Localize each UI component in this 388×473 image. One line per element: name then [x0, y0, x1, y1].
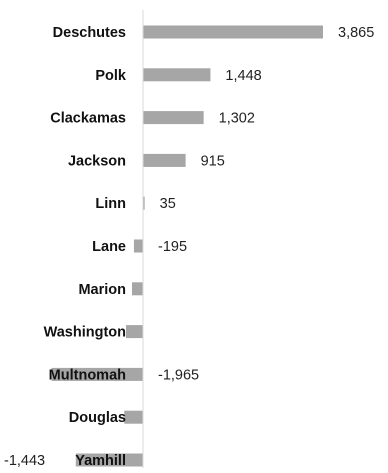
bar-washington — [126, 325, 143, 339]
bar-marion — [132, 282, 143, 296]
data-label: -1,443 — [4, 453, 45, 469]
bar-linn — [143, 196, 145, 210]
bar-douglas — [124, 410, 143, 424]
bar-deschutes — [143, 25, 323, 39]
category-label: Douglas — [69, 410, 126, 426]
bar-yamhill — [75, 453, 143, 467]
bar-jackson — [143, 153, 186, 167]
category-label: Clackamas — [50, 111, 126, 127]
data-label: -1,965 — [158, 367, 199, 383]
category-labels: Deschutes Polk Clackamas Jackson Linn Lane Mar… — [44, 25, 127, 469]
category-label: Marion — [78, 282, 126, 298]
data-label: 1,302 — [219, 111, 255, 127]
category-label: Jackson — [68, 153, 126, 169]
category-label: Linn — [95, 196, 126, 212]
bar-multnomah — [51, 367, 143, 381]
data-label: 3,865 — [338, 25, 374, 41]
data-label: -195 — [158, 239, 187, 255]
category-label: Polk — [95, 68, 127, 84]
data-labels: 3,865 1,448 1,302 915 35 -195 -1,965 -1,443 — [4, 25, 374, 469]
bar-lane — [133, 239, 143, 253]
bar-polk — [143, 68, 211, 82]
category-label: Yamhill — [75, 453, 126, 469]
category-label: Multnomah — [49, 367, 126, 383]
data-label: 1,448 — [225, 68, 261, 84]
bars — [51, 25, 323, 467]
category-label: Deschutes — [53, 25, 126, 41]
category-label: Lane — [92, 239, 126, 255]
data-label: 915 — [201, 153, 225, 169]
data-label: 35 — [160, 196, 176, 212]
category-label: Washington — [44, 325, 126, 341]
bar-clackamas — [143, 111, 204, 125]
